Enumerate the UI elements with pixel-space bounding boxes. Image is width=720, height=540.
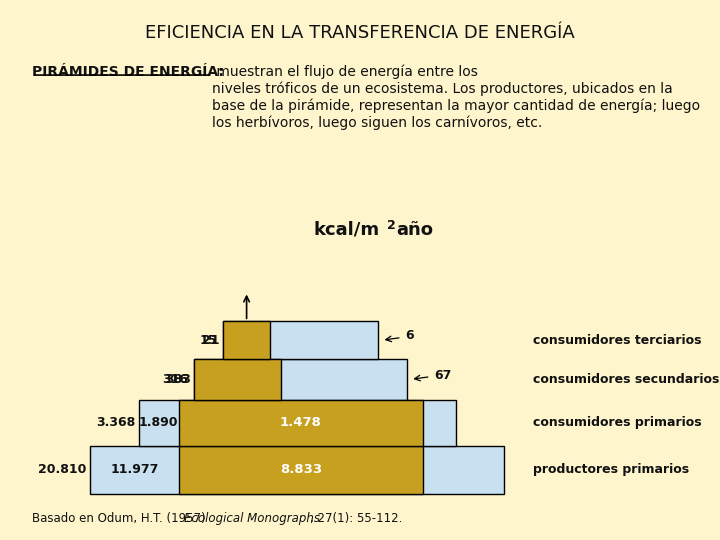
Text: 20.810: 20.810	[38, 463, 86, 476]
Bar	[179, 446, 423, 494]
Text: consumidores secundarios: consumidores secundarios	[533, 373, 719, 386]
Bar	[194, 359, 281, 400]
Text: 383: 383	[165, 373, 191, 386]
Text: 316: 316	[163, 373, 189, 386]
Text: 1.890: 1.890	[139, 416, 179, 429]
Text: productores primarios: productores primarios	[533, 463, 689, 476]
Text: EFICIENCIA EN LA TRANSFERENCIA DE ENERGÍA: EFICIENCIA EN LA TRANSFERENCIA DE ENERGÍ…	[145, 24, 575, 42]
Bar	[223, 321, 270, 359]
Text: 6: 6	[405, 329, 414, 342]
Text: muestran el flujo de energía entre los
niveles tróficos de un ecosistema. Los pr: muestran el flujo de energía entre los n…	[212, 65, 701, 130]
Bar	[179, 400, 423, 446]
Text: 3.368: 3.368	[96, 416, 135, 429]
Text: kcal/m: kcal/m	[313, 221, 379, 239]
Text: 15: 15	[200, 334, 217, 347]
Bar	[139, 400, 456, 446]
Text: Ecological Monographs: Ecological Monographs	[184, 512, 320, 525]
Text: 2: 2	[387, 219, 395, 232]
Text: consumidores primarios: consumidores primarios	[533, 416, 701, 429]
Bar	[223, 321, 378, 359]
Text: consumidores terciarios: consumidores terciarios	[533, 334, 701, 347]
Text: año: año	[396, 221, 433, 239]
Text: 67: 67	[434, 368, 451, 382]
Text: 1.478: 1.478	[280, 416, 322, 429]
Text: 11.977: 11.977	[110, 463, 158, 476]
Text: 8.833: 8.833	[280, 463, 322, 476]
Bar	[194, 359, 407, 400]
Text: Basado en Odum, H.T. (1957): Basado en Odum, H.T. (1957)	[32, 512, 210, 525]
Text: 21: 21	[202, 334, 220, 347]
Text: , 27(1): 55-112.: , 27(1): 55-112.	[310, 512, 402, 525]
Bar	[90, 446, 504, 494]
Text: PIRÁMIDES DE ENERGÍA:: PIRÁMIDES DE ENERGÍA:	[32, 65, 224, 79]
